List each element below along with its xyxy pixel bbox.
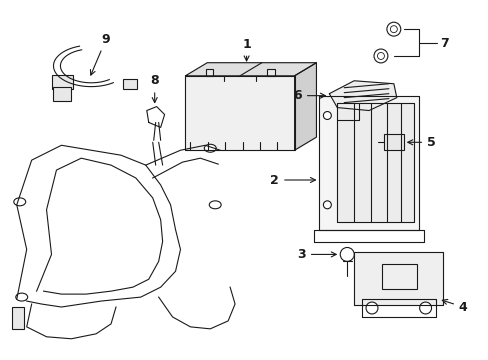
Bar [12, 307, 24, 329]
Circle shape [419, 302, 431, 314]
Bar [122, 79, 137, 89]
Text: 7: 7 [440, 37, 448, 50]
Bar [53, 87, 71, 100]
Polygon shape [353, 252, 443, 305]
Ellipse shape [16, 293, 28, 301]
Bar [383, 134, 403, 150]
Text: 6: 6 [293, 89, 325, 102]
Polygon shape [185, 76, 294, 150]
Polygon shape [337, 103, 413, 222]
Polygon shape [319, 96, 418, 230]
Circle shape [389, 26, 396, 33]
Bar [266, 69, 274, 76]
Circle shape [323, 112, 331, 120]
Circle shape [366, 302, 377, 314]
Ellipse shape [14, 198, 26, 206]
Bar [51, 75, 73, 89]
Polygon shape [294, 63, 316, 150]
Polygon shape [328, 81, 396, 111]
Polygon shape [185, 63, 316, 76]
Text: 5: 5 [407, 136, 435, 149]
Circle shape [373, 49, 387, 63]
Circle shape [323, 201, 331, 209]
Text: 2: 2 [270, 174, 315, 186]
Text: 8: 8 [150, 74, 159, 103]
Text: 3: 3 [297, 248, 336, 261]
Ellipse shape [204, 144, 216, 152]
Text: 9: 9 [90, 33, 110, 75]
Circle shape [377, 53, 384, 59]
Bar [205, 69, 213, 76]
Circle shape [340, 247, 353, 261]
Ellipse shape [209, 201, 221, 209]
Text: 1: 1 [242, 37, 250, 61]
Circle shape [386, 22, 400, 36]
Text: 4: 4 [442, 300, 467, 314]
Bar [381, 264, 416, 289]
